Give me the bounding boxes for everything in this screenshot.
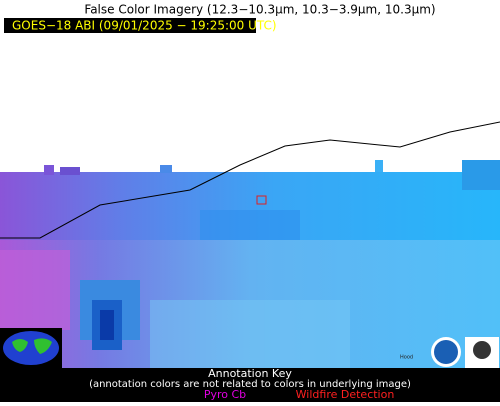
pixel-block xyxy=(200,210,300,240)
title: False Color Imagery (12.3−10.3µm, 10.3−3… xyxy=(84,3,435,17)
annotation-bar xyxy=(0,368,500,402)
place-label: Hood xyxy=(400,355,413,361)
pixel-block xyxy=(160,165,172,173)
annotation-note: (annotation colors are not related to co… xyxy=(89,379,411,390)
globe xyxy=(3,331,59,365)
pixel-block xyxy=(0,250,70,330)
legend-pyrocb: Pyro Cb xyxy=(204,388,246,401)
land xyxy=(12,338,52,354)
noaa-logo-inner xyxy=(434,340,458,364)
pixel-block xyxy=(150,300,350,368)
subtitle: GOES−18 ABI (09/01/2025 − 19:25:00 UTC) xyxy=(12,19,277,33)
logos xyxy=(431,337,499,368)
pixel-block xyxy=(60,167,80,175)
imagery xyxy=(0,160,500,368)
pixel-block xyxy=(462,160,500,190)
cimss-logo-mark xyxy=(473,341,491,359)
pixel-block xyxy=(375,160,383,172)
annotation-title: Annotation Key xyxy=(208,367,292,380)
subtitle-box xyxy=(4,18,256,33)
pixel-block xyxy=(100,310,114,340)
detection-box xyxy=(256,195,267,205)
legend-wildfire: Wildfire Detection xyxy=(296,388,395,401)
pixel-block xyxy=(44,165,54,175)
globe-inset xyxy=(0,328,62,368)
boundary-line xyxy=(0,121,500,239)
